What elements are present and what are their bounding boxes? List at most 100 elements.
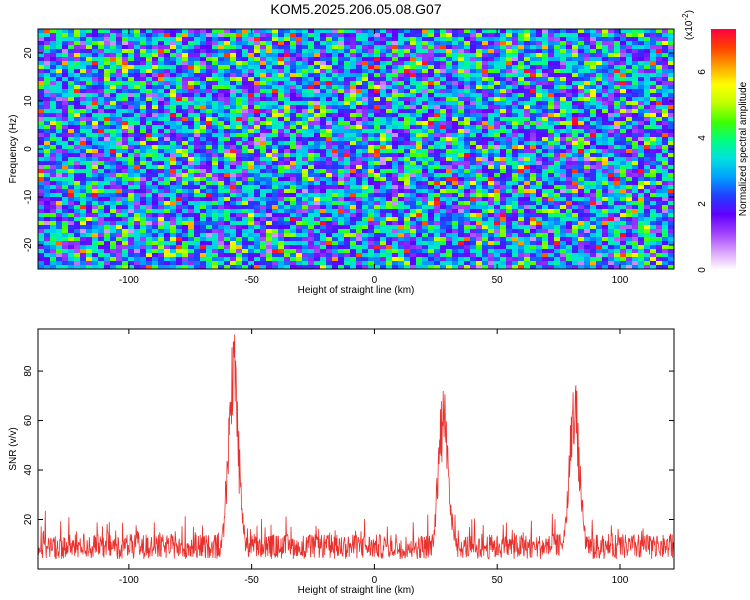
heatmap-cell — [272, 113, 279, 118]
heatmap-cell — [302, 193, 309, 198]
heatmap-cell — [638, 117, 645, 122]
heatmap-cell — [350, 45, 357, 50]
heatmap-cell — [620, 161, 627, 166]
heatmap-cell — [116, 161, 123, 166]
heatmap-cell — [512, 137, 519, 142]
heatmap-cell — [332, 93, 339, 98]
heatmap-cell — [176, 141, 183, 146]
heatmap-cell — [296, 141, 303, 146]
heatmap-cell — [200, 57, 207, 62]
heatmap-cell — [236, 201, 243, 206]
heatmap-cell — [260, 201, 267, 206]
heatmap-cell — [212, 173, 219, 178]
heatmap-cell — [38, 61, 45, 66]
heatmap-cell — [338, 113, 345, 118]
heatmap-cell — [362, 125, 369, 130]
heatmap-cell — [500, 157, 507, 162]
heatmap-cell — [560, 137, 567, 142]
heatmap-cell — [200, 173, 207, 178]
heatmap-cell — [338, 37, 345, 42]
heatmap-cell — [80, 193, 87, 198]
heatmap-cell — [494, 153, 501, 158]
heatmap-cell — [482, 85, 489, 90]
heatmap-cell — [344, 129, 351, 134]
heatmap-cell — [272, 153, 279, 158]
heatmap-cell — [230, 145, 237, 150]
heatmap-cell — [182, 205, 189, 210]
heatmap-cell — [212, 93, 219, 98]
heatmap-cell — [512, 93, 519, 98]
heatmap-cell — [314, 181, 321, 186]
heatmap-cell — [140, 137, 147, 142]
heatmap-cell — [548, 153, 555, 158]
heatmap-cell — [44, 37, 51, 42]
heatmap-cell — [314, 129, 321, 134]
heatmap-cell — [422, 109, 429, 114]
heatmap-cell — [224, 81, 231, 86]
heatmap-cell — [602, 193, 609, 198]
heatmap-cell — [656, 157, 663, 162]
heatmap-cell — [506, 125, 513, 130]
heatmap-cell — [218, 117, 225, 122]
heatmap-cell — [272, 133, 279, 138]
heatmap-cell — [188, 105, 195, 110]
heatmap-cell — [152, 197, 159, 202]
heatmap-cell — [554, 45, 561, 50]
heatmap-cell — [68, 149, 75, 154]
heatmap-cell — [182, 113, 189, 118]
heatmap-cell — [638, 169, 645, 174]
heatmap-cell — [476, 153, 483, 158]
heatmap-cell — [386, 125, 393, 130]
heatmap-cell — [548, 69, 555, 74]
heatmap-cell — [428, 37, 435, 42]
heatmap-cell — [464, 77, 471, 82]
heatmap-cell — [518, 177, 525, 182]
heatmap-cell — [350, 65, 357, 70]
heatmap-cell — [38, 33, 45, 38]
heatmap-cell — [314, 153, 321, 158]
heatmap-cell — [308, 61, 315, 66]
heatmap-cell — [656, 69, 663, 74]
heatmap-cell — [542, 165, 549, 170]
heatmap-cell — [272, 161, 279, 166]
heatmap-cell — [92, 189, 99, 194]
heatmap-cell — [206, 73, 213, 78]
heatmap-cell — [554, 101, 561, 106]
heatmap-cell — [236, 157, 243, 162]
heatmap-cell — [44, 173, 51, 178]
heatmap-cell — [86, 197, 93, 202]
heatmap-cell — [452, 53, 459, 58]
heatmap-cell — [566, 45, 573, 50]
heatmap-cell — [428, 201, 435, 206]
heatmap-cell — [470, 93, 477, 98]
heatmap-cell — [608, 201, 615, 206]
heatmap-cell — [380, 113, 387, 118]
heatmap-cell — [662, 117, 669, 122]
heatmap-cell — [92, 181, 99, 186]
heatmap-cell — [152, 169, 159, 174]
heatmap-cell — [452, 209, 459, 214]
heatmap-cell — [644, 113, 651, 118]
heatmap-cell — [344, 157, 351, 162]
heatmap-cell — [578, 33, 585, 38]
heatmap-cell — [344, 185, 351, 190]
heatmap-cell — [440, 133, 447, 138]
heatmap-cell — [320, 169, 327, 174]
heatmap-cell — [194, 37, 201, 42]
heatmap-cell — [314, 85, 321, 90]
heatmap-cell — [542, 169, 549, 174]
heatmap-cell — [68, 49, 75, 54]
heatmap-cell — [638, 45, 645, 50]
heatmap-cell — [458, 29, 465, 34]
heatmap-cell — [470, 169, 477, 174]
heatmap-cell — [542, 185, 549, 190]
heatmap-cell — [116, 185, 123, 190]
heatmap-cell — [422, 189, 429, 194]
heatmap-cell — [314, 65, 321, 70]
heatmap-cell — [614, 81, 621, 86]
heatmap-cell — [80, 33, 87, 38]
heatmap-cell — [170, 41, 177, 46]
heatmap-cell — [578, 49, 585, 54]
heatmap-cell — [446, 101, 453, 106]
heatmap-cell — [344, 89, 351, 94]
